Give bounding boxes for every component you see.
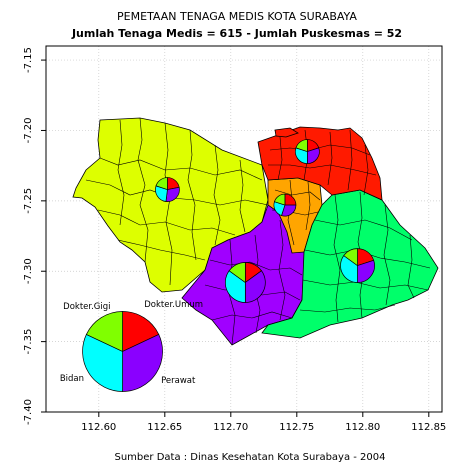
x-axis-ticks: 112.60 112.65 112.70 112.75 112.80 112.85 [81,412,446,433]
pie-slice-dokter-gigi [274,193,286,206]
pie-slice-bidan [225,270,246,303]
x-tick-label: 112.60 [81,422,116,433]
y-axis-ticks: -7.15 -7.20 -7.25 -7.30 -7.35 -7.40 [23,47,46,425]
x-tick-label: 112.85 [411,422,446,433]
pie-charts [155,139,375,303]
pie-slice-perawat [244,270,266,303]
kelurahan-boundaries [85,117,431,346]
pie-surabaya-barat [155,177,180,202]
map-regions [72,117,439,346]
y-tick-label: -7.35 [23,329,34,355]
y-tick-label: -7.40 [23,399,34,425]
source-note: Sumber Data : Dinas Kesehatan Kota Surab… [114,452,385,463]
plot-frame [45,45,443,413]
pie-slice-bidan [340,255,358,283]
legend-label-perawat: Perawat [161,376,196,386]
legend-label-dokter-gigi: Dokter.Gigi [63,302,110,312]
legend-slice-bidan [82,333,123,392]
pie-surabaya-pusat [273,193,297,217]
legend-slice-dokter-umum [122,311,160,353]
region-utara-island [274,127,299,138]
legend-slice-dokter-gigi [85,311,123,353]
pie-slice-dokter-gigi [295,139,308,153]
pie-slice-dokter-gigi [228,262,246,284]
y-tick-label: -7.30 [23,258,34,284]
pie-slice-dokter-gigi [155,177,168,191]
legend-pie [82,311,163,392]
map-subtitle: Jumlah Tenaga Medis = 615 - Jumlah Puske… [71,27,402,40]
legend-label-bidan: Bidan [60,374,84,384]
pie-surabaya-timur [340,248,375,283]
pie-surabaya-selatan [225,262,266,303]
pie-slice-dokter-gigi [343,248,358,267]
map-title: PEMETAAN TENAGA MEDIS KOTA SURABAYA [117,10,357,23]
legend-slice-perawat [122,333,163,392]
y-tick-label: -7.15 [23,47,34,73]
x-tick-label: 112.70 [213,422,248,433]
legend-label-dokter-umum: Dokter.Umum [144,300,203,310]
x-tick-label: 112.80 [345,422,380,433]
x-tick-label: 112.65 [147,422,182,433]
pie-slice-perawat [357,259,375,283]
y-tick-label: -7.20 [23,118,34,144]
x-tick-label: 112.75 [279,422,314,433]
y-tick-label: -7.25 [23,188,34,214]
region-barat [72,117,269,293]
pie-surabaya-utara [295,139,320,164]
